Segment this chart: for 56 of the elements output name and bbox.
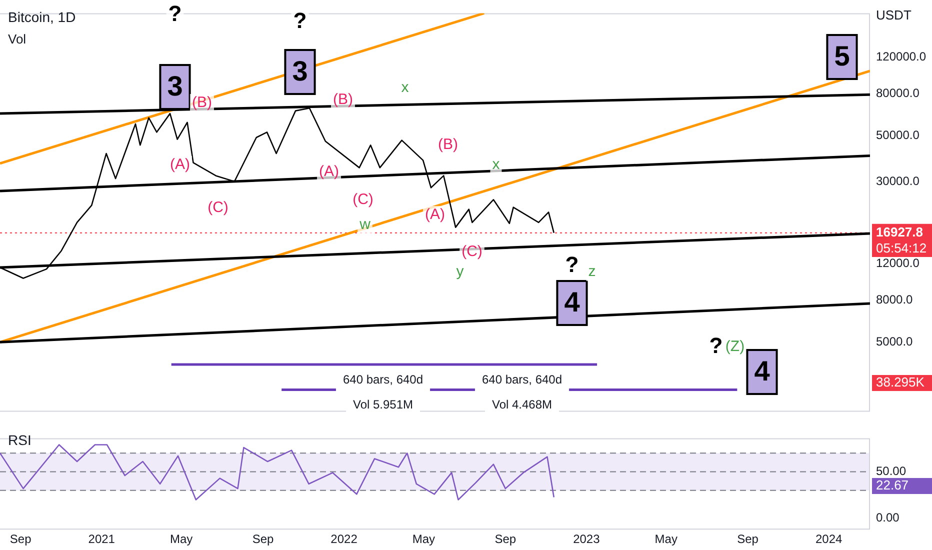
x-tick-label: 2024	[815, 532, 842, 546]
x-tick-label: 2022	[330, 532, 358, 546]
x-tick-label: Sep	[737, 532, 759, 546]
chart-title: RSI	[8, 432, 32, 448]
annotation: (A)	[425, 206, 445, 224]
text: Vol	[8, 32, 26, 47]
annotation: Vol 4.468M	[492, 397, 552, 412]
annotation: (B)	[333, 91, 353, 108]
annotation: x	[401, 79, 410, 96]
chart-title: Bitcoin, 1D	[8, 8, 76, 25]
x-tick-label: May	[654, 532, 678, 546]
annotation: y	[456, 263, 464, 280]
annotation: (B)	[192, 94, 212, 112]
annotation: ?	[168, 1, 182, 26]
x-tick-label: Sep	[252, 532, 274, 546]
x-tick-label: May	[170, 532, 193, 546]
y-tick-label: 50000.0	[876, 128, 920, 142]
annotation: ?	[709, 333, 723, 358]
annotation: 4	[754, 356, 770, 387]
annotation: (A)	[170, 156, 190, 174]
annotation: (C)	[208, 199, 228, 216]
annotation: 3	[167, 70, 183, 102]
y-tick-label: 30000.0	[876, 174, 920, 188]
annotation: 4	[564, 286, 580, 318]
text: 22.67	[876, 478, 909, 493]
annotation: 3	[292, 56, 308, 87]
annotation: (A)	[319, 163, 339, 180]
y-tick-label: 0.00	[876, 510, 900, 525]
y-tick-label: 12000.0	[876, 256, 920, 270]
ref-line-label: 16927.8	[876, 224, 923, 240]
text: 05:54:12	[876, 240, 927, 256]
y-tick-label: 8000.0	[876, 292, 914, 306]
annotation: w	[358, 216, 371, 234]
x-tick-label: May	[412, 532, 436, 546]
y-tick-label: 5000.0	[876, 334, 914, 348]
y-tick-label: 50.00	[876, 464, 906, 478]
annotation: 640 bars, 640d	[342, 372, 424, 386]
annotation: ?	[565, 252, 579, 278]
annotation: Vol 5.951M	[352, 397, 414, 412]
x-tick-label: Sep	[10, 532, 32, 546]
annotation: x	[492, 156, 500, 174]
text: 38.295K	[876, 374, 925, 390]
x-tick-label: 2021	[88, 532, 116, 546]
annotation: ?	[293, 8, 307, 34]
y-axis-title: USDT	[876, 8, 912, 23]
annotation: (Z)	[725, 338, 745, 356]
annotation: 5	[834, 40, 850, 72]
y-tick-label: 120000.0	[876, 50, 926, 64]
x-tick-label: Sep	[494, 532, 516, 546]
annotation: (C)	[462, 243, 482, 260]
x-tick-label: 2023	[573, 532, 600, 546]
annotation: 640 bars, 640d	[482, 372, 562, 386]
y-tick-label: 80000.0	[876, 86, 920, 100]
annotation: (B)	[438, 136, 458, 154]
annotation: (C)	[352, 191, 374, 208]
annotation: z	[588, 263, 596, 280]
